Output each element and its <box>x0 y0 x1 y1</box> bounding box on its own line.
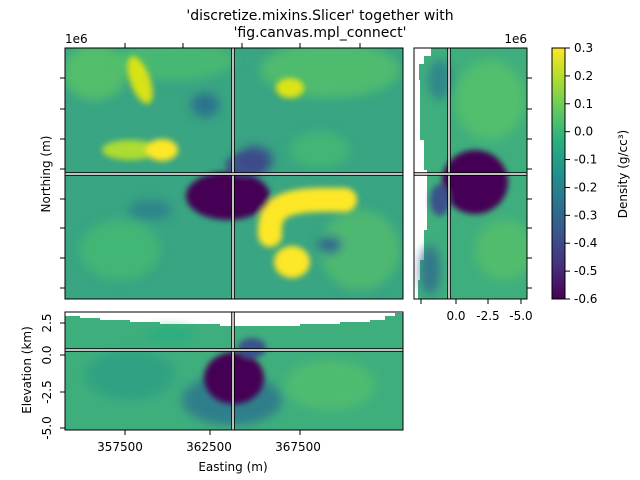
colorbar-tick-label: 0.3 <box>574 41 593 55</box>
colorbar-tick-label: 0.0 <box>574 125 593 139</box>
figure-title-line1: 'discretize.mixins.Slicer' together with <box>186 8 453 24</box>
cross-section-ticks <box>60 322 301 435</box>
colorbar-tick-label: 0.1 <box>574 97 593 111</box>
cross-section-xtick-label: 362500 <box>186 440 232 454</box>
colorbar-tick-label: -0.2 <box>574 180 597 194</box>
cross-section-xlabel: Easting (m) <box>198 460 267 474</box>
cross-section-panel[interactable]: 357500 362500 367500 2.5 0.0 -2.5 -5.0 E… <box>20 311 404 474</box>
plan-view-frame <box>64 47 404 300</box>
cross-section-crosshair[interactable] <box>65 312 403 430</box>
side-view-offset: 1e6 <box>504 32 527 46</box>
side-view-xtick-label: 0.0 <box>446 309 465 323</box>
cross-section-xtick-label: 367500 <box>275 440 321 454</box>
colorbar-tick-label: -0.6 <box>574 292 597 306</box>
side-view-frame <box>413 47 528 300</box>
side-view-xtick-label: -2.5 <box>476 309 499 323</box>
plan-view-ticks <box>60 43 361 289</box>
figure-title-line2: 'fig.canvas.mpl_connect' <box>234 25 407 41</box>
cross-section-ytick-label: -2.5 <box>40 380 54 403</box>
plan-view-y-offset: 1e6 <box>65 32 88 46</box>
cross-section-ytick-label: -5.0 <box>40 416 54 439</box>
plan-view-crosshair[interactable] <box>65 48 403 299</box>
colorbar-label: Density (g/cc³) <box>616 130 630 218</box>
colorbar-tick-label: -0.4 <box>574 236 597 250</box>
colorbar-tick-label: -0.3 <box>574 208 597 222</box>
cross-section-ytick-label: 2.5 <box>40 313 54 332</box>
side-view-crosshair[interactable] <box>414 48 527 299</box>
cross-section-ylabel: Elevation (km) <box>20 326 34 414</box>
cross-section-ytick-label: 0.0 <box>40 345 54 364</box>
colorbar-gradient <box>551 47 566 300</box>
side-view-panel[interactable]: 1e6 0.0 -2.5 -5.0 <box>413 32 535 323</box>
cross-section-frame <box>64 311 404 431</box>
plan-view-field <box>65 48 400 290</box>
plan-view-ylabel: Northing (m) <box>39 136 53 213</box>
colorbar-tick-label: 0.2 <box>574 69 593 83</box>
plan-view-panel[interactable]: 1e6 Northing (m) <box>39 32 404 300</box>
colorbar: 0.3 0.2 0.1 0.0 -0.1 -0.2 -0.3 -0.4 -0.5 -0.6 Den… <box>551 41 630 306</box>
side-view-xtick-label: -5.0 <box>509 309 532 323</box>
colorbar-tick-label: -0.1 <box>574 153 597 167</box>
colorbar-tick-label: -0.5 <box>574 264 597 278</box>
cross-section-xtick-label: 357500 <box>97 440 143 454</box>
colorbar-ticks: 0.3 0.2 0.1 0.0 -0.1 -0.2 -0.3 -0.4 -0.5 -0.6 <box>565 41 597 306</box>
side-view-ticks <box>420 77 532 304</box>
